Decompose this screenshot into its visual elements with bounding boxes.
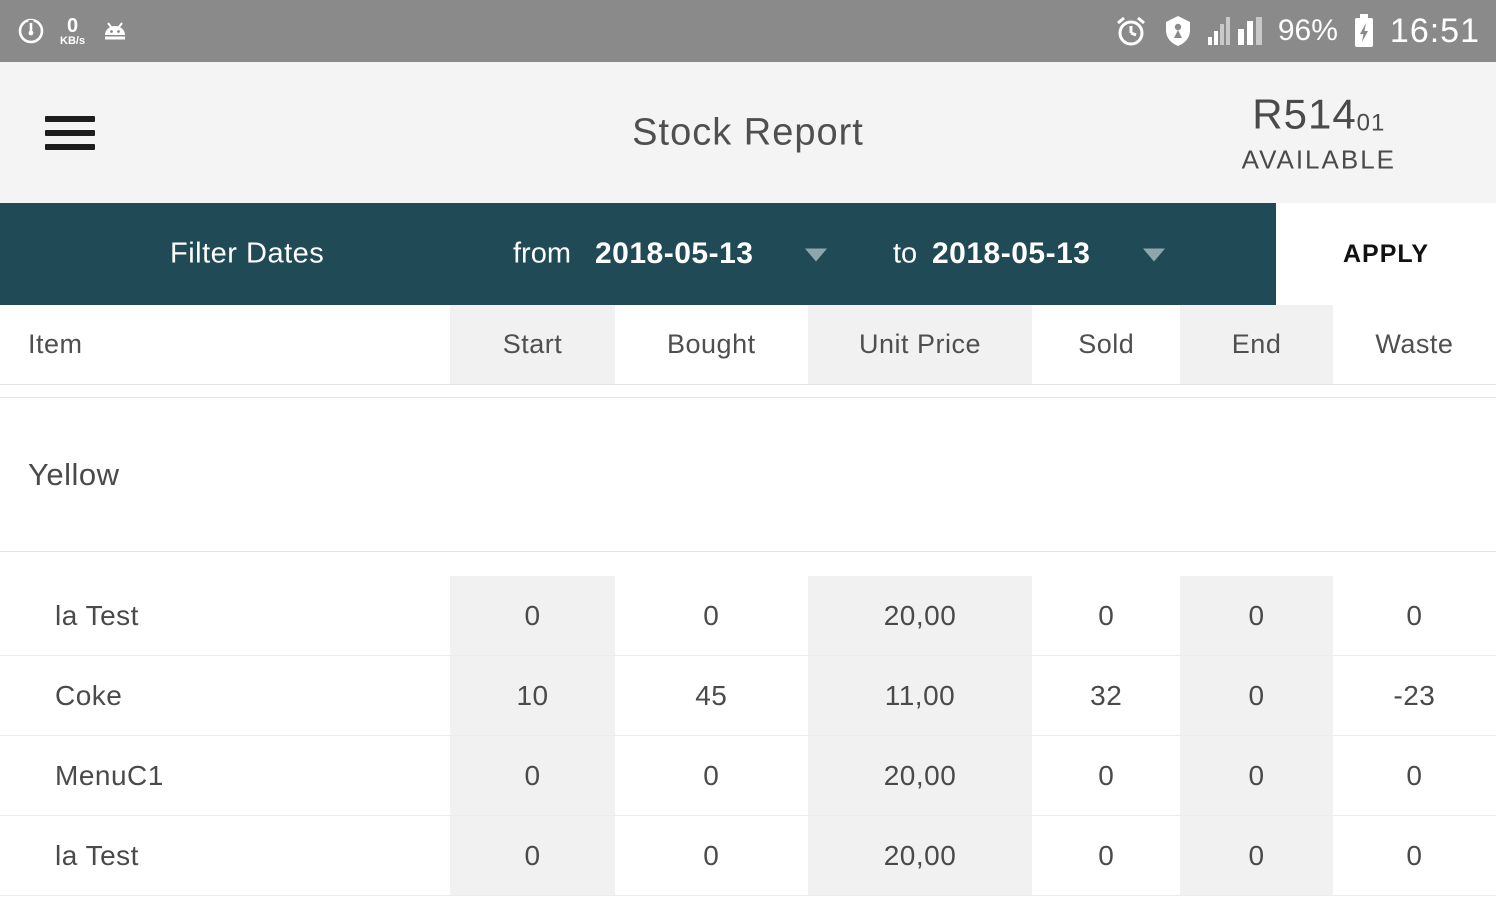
filter-dates-label: Filter Dates <box>170 237 325 270</box>
cell-unit-price: 20,00 <box>807 736 1033 815</box>
col-header-sold: Sold <box>1078 329 1135 359</box>
cell-end: 0 <box>1180 816 1333 895</box>
status-bar-left: 0 KB/s <box>16 16 131 47</box>
cell-bought: 0 <box>703 759 720 791</box>
from-date-value[interactable]: 2018-05-13 <box>595 237 754 270</box>
register-code-sub: 01 <box>1356 109 1386 136</box>
filter-bar: Filter Dates from 2018-05-13 to 2018-05-… <box>0 203 1276 305</box>
cell-bought: 0 <box>703 599 720 631</box>
table-row[interactable]: MenuC1 0 0 20,00 0 0 0 <box>0 736 1496 816</box>
col-header-start: Start <box>450 305 615 384</box>
menu-icon[interactable] <box>45 115 95 150</box>
cell-item: MenuC1 <box>55 759 164 791</box>
col-header-waste: Waste <box>1375 329 1454 359</box>
cell-waste: 0 <box>1406 599 1423 631</box>
apply-button[interactable]: APPLY <box>1276 203 1496 305</box>
cell-sold: 0 <box>1098 759 1115 791</box>
location-icon <box>1165 16 1190 46</box>
cell-unit-price: 20,00 <box>807 816 1033 895</box>
cell-bought: 45 <box>695 679 728 711</box>
stock-report-table: Item Start Bought Unit Price Sold End Wa… <box>0 305 1496 900</box>
cell-item: Coke <box>55 679 123 711</box>
to-date-value[interactable]: 2018-05-13 <box>932 237 1091 270</box>
from-label: from <box>513 237 571 270</box>
col-header-item: Item <box>28 329 83 359</box>
cell-bought: 0 <box>703 839 720 871</box>
status-bar-right: 96% 16:51 <box>1114 12 1480 51</box>
network-speed-indicator: 0 KB/s <box>60 16 85 47</box>
table-header-row: Item Start Bought Unit Price Sold End Wa… <box>0 305 1496 385</box>
cell-start: 10 <box>450 656 615 735</box>
to-label: to <box>893 237 918 270</box>
table-spacer <box>0 385 1496 398</box>
network-speed-value: 0 <box>66 14 79 37</box>
cell-item: la Test <box>55 599 139 631</box>
cell-end: 0 <box>1180 736 1333 815</box>
cell-end: 0 <box>1180 656 1333 735</box>
col-header-unit-price: Unit Price <box>807 305 1033 384</box>
status-bar: 0 KB/s <box>0 0 1496 62</box>
register-code-main: R514 <box>1252 90 1357 137</box>
battery-percent: 96% <box>1277 14 1338 47</box>
network-speed-unit: KB/s <box>60 34 86 47</box>
register-info: R51401 AVAILABLE <box>1242 90 1396 175</box>
cell-sold: 0 <box>1098 599 1115 631</box>
cell-item: la Test <box>55 839 139 871</box>
cell-start: 0 <box>450 816 615 895</box>
status-time: 16:51 <box>1389 11 1480 50</box>
cell-sold: 0 <box>1098 839 1115 871</box>
section-gap <box>0 552 1496 576</box>
register-code: R51401 <box>1242 90 1396 138</box>
to-date-dropdown-icon[interactable] <box>1143 248 1165 262</box>
battery-charging-icon <box>1354 14 1373 47</box>
cell-waste: 0 <box>1406 759 1423 791</box>
category-section-yellow: Yellow <box>0 398 1496 552</box>
filter-row: Filter Dates from 2018-05-13 to 2018-05-… <box>0 203 1496 305</box>
page-title: Stock Report <box>632 111 864 153</box>
signal-icon <box>1207 17 1262 45</box>
data-usage-icon <box>18 18 44 44</box>
cell-waste: 0 <box>1406 839 1423 871</box>
alarm-icon <box>1116 16 1145 46</box>
cell-end: 0 <box>1180 576 1333 655</box>
cell-sold: 32 <box>1090 679 1123 711</box>
app-header: Stock Report R51401 AVAILABLE <box>0 62 1496 203</box>
table-row[interactable]: la Test 0 0 20,00 0 0 0 <box>0 816 1496 896</box>
cell-start: 0 <box>450 576 615 655</box>
android-icon <box>105 22 126 40</box>
register-availability: AVAILABLE <box>1241 144 1396 174</box>
cell-unit-price: 20,00 <box>807 576 1033 655</box>
cell-unit-price: 11,00 <box>807 656 1033 735</box>
from-date-dropdown-icon[interactable] <box>805 248 827 262</box>
col-header-bought: Bought <box>667 329 756 359</box>
cell-start: 0 <box>450 736 615 815</box>
table-row[interactable]: Coke 10 45 11,00 32 0 -23 <box>0 656 1496 736</box>
cell-waste: -23 <box>1393 679 1436 711</box>
col-header-end: End <box>1180 305 1333 384</box>
table-row[interactable]: la Test 0 0 20,00 0 0 0 <box>0 576 1496 656</box>
